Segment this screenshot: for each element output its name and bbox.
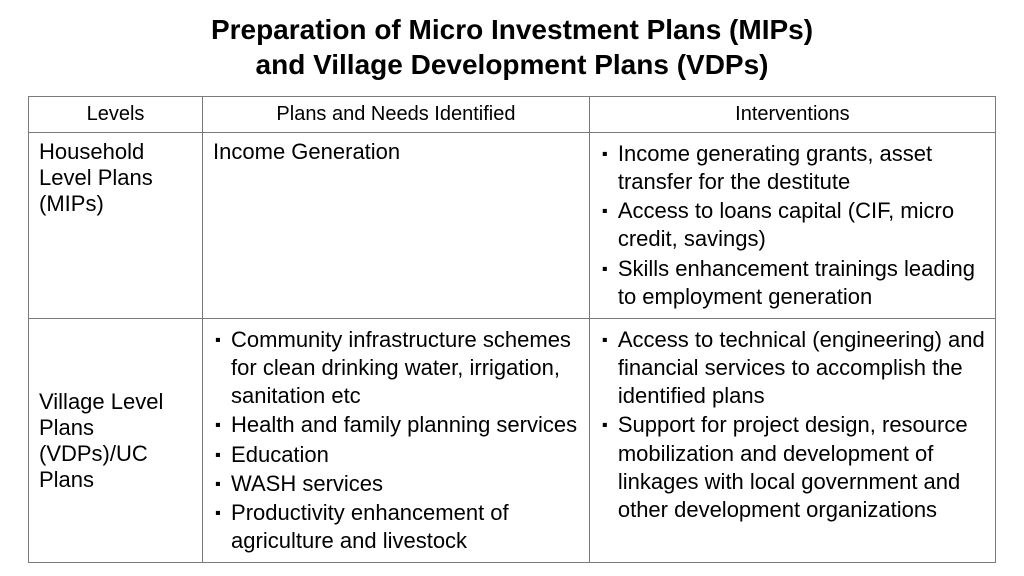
slide-page: Preparation of Micro Investment Plans (M…: [0, 0, 1024, 576]
header-plans: Plans and Needs Identified: [203, 97, 590, 133]
cell-interventions-0: Income generating grants, asset transfer…: [589, 133, 995, 319]
header-interventions: Interventions: [589, 97, 995, 133]
cell-level-1: Village Level Plans (VDPs)/UC Plans: [29, 318, 203, 562]
title-line-2: and Village Development Plans (VDPs): [256, 49, 769, 80]
plans-table: Levels Plans and Needs Identified Interv…: [28, 96, 996, 563]
interventions-list-1: Access to technical (engineering) and fi…: [600, 326, 985, 524]
title-line-1: Preparation of Micro Investment Plans (M…: [211, 14, 813, 45]
cell-plans-1: Community infrastructure schemes for cle…: [203, 318, 590, 562]
table-row: Village Level Plans (VDPs)/UC Plans Comm…: [29, 318, 996, 562]
list-item: Support for project design, resource mob…: [600, 411, 985, 524]
list-item: Income generating grants, asset transfer…: [600, 140, 985, 196]
table-row: Household Level Plans (MIPs) Income Gene…: [29, 133, 996, 319]
list-item: Education: [213, 441, 579, 469]
cell-interventions-1: Access to technical (engineering) and fi…: [589, 318, 995, 562]
list-item: Productivity enhancement of agriculture …: [213, 499, 579, 555]
list-item: Health and family planning services: [213, 411, 579, 439]
list-item: WASH services: [213, 470, 579, 498]
table-header-row: Levels Plans and Needs Identified Interv…: [29, 97, 996, 133]
list-item: Access to technical (engineering) and fi…: [600, 326, 985, 410]
header-levels: Levels: [29, 97, 203, 133]
cell-level-0: Household Level Plans (MIPs): [29, 133, 203, 319]
list-item: Access to loans capital (CIF, micro cred…: [600, 197, 985, 253]
list-item: Community infrastructure schemes for cle…: [213, 326, 579, 410]
page-title: Preparation of Micro Investment Plans (M…: [28, 12, 996, 82]
plans-list-1: Community infrastructure schemes for cle…: [213, 326, 579, 555]
cell-plans-0: Income Generation: [203, 133, 590, 319]
list-item: Skills enhancement trainings leading to …: [600, 255, 985, 311]
interventions-list-0: Income generating grants, asset transfer…: [600, 140, 985, 311]
